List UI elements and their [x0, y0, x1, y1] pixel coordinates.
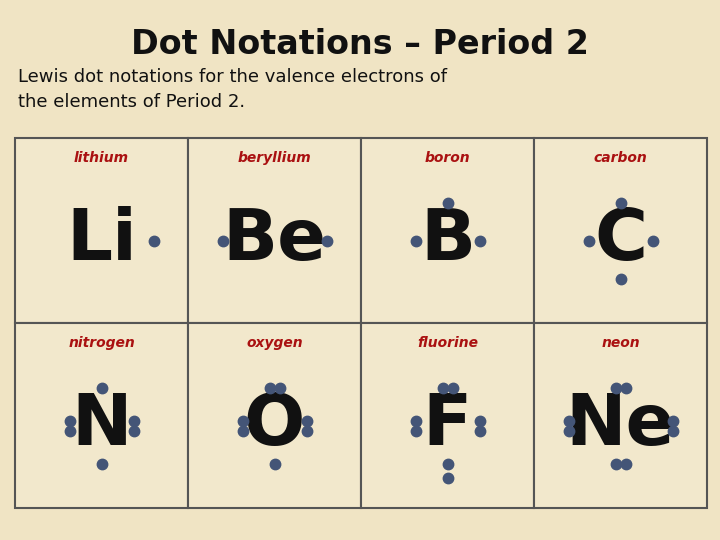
Text: boron: boron — [425, 151, 470, 165]
Text: C: C — [594, 206, 647, 275]
Text: O: O — [244, 391, 305, 460]
Text: Lewis dot notations for the valence electrons of
the elements of Period 2.: Lewis dot notations for the valence elec… — [18, 68, 447, 111]
FancyBboxPatch shape — [15, 138, 188, 323]
Text: oxygen: oxygen — [246, 336, 303, 350]
Text: carbon: carbon — [593, 151, 647, 165]
FancyBboxPatch shape — [534, 138, 707, 323]
Text: B: B — [420, 206, 475, 275]
Text: F: F — [423, 391, 472, 460]
FancyBboxPatch shape — [361, 323, 534, 508]
FancyBboxPatch shape — [188, 323, 361, 508]
FancyBboxPatch shape — [361, 138, 534, 323]
Text: lithium: lithium — [74, 151, 129, 165]
Text: beryllium: beryllium — [238, 151, 311, 165]
FancyBboxPatch shape — [534, 323, 707, 508]
Text: fluorine: fluorine — [417, 336, 478, 350]
FancyBboxPatch shape — [15, 323, 188, 508]
Text: nitrogen: nitrogen — [68, 336, 135, 350]
Text: Dot Notations – Period 2: Dot Notations – Period 2 — [131, 28, 589, 61]
Text: N: N — [71, 391, 132, 460]
Text: Ne: Ne — [566, 391, 675, 460]
Text: Be: Be — [222, 206, 327, 275]
Text: neon: neon — [601, 336, 640, 350]
Text: Li: Li — [66, 206, 137, 275]
FancyBboxPatch shape — [188, 138, 361, 323]
